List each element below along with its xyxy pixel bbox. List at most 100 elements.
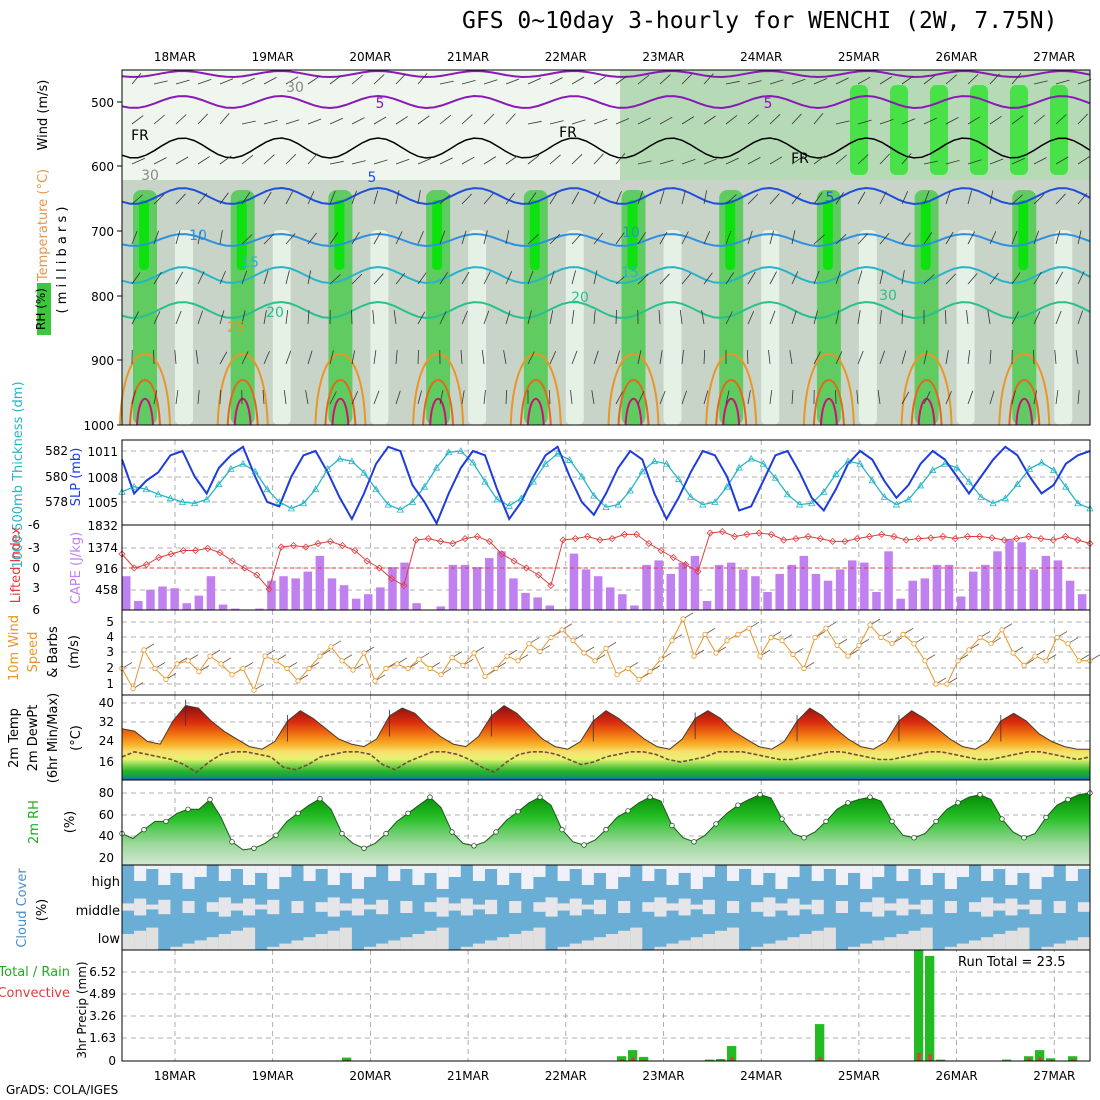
thickness-point <box>662 459 671 467</box>
rh-point <box>889 818 895 825</box>
legend-rh-swatch <box>37 283 51 335</box>
isotherm-35 <box>819 397 838 426</box>
thickness-point <box>578 472 586 480</box>
cloud-high <box>618 865 631 877</box>
wind-barb <box>768 350 771 365</box>
cloud-high <box>412 865 425 885</box>
cloud-low <box>860 943 873 950</box>
wind-barb <box>747 230 753 245</box>
rh-point <box>845 800 851 806</box>
wind-point <box>427 665 433 672</box>
li-point <box>780 536 788 544</box>
wind-barb <box>307 118 322 125</box>
run-total: Run Total = 23.5 <box>958 955 1066 970</box>
cape-bar <box>981 564 990 610</box>
li-point <box>179 546 187 555</box>
wind-barb <box>549 120 564 125</box>
wind-barb <box>307 350 313 365</box>
wind-barb <box>329 75 342 85</box>
cloud-middle <box>763 897 776 917</box>
wind-barb <box>593 191 601 205</box>
y-tick-label: 1832 <box>87 519 118 533</box>
panel-bg <box>122 440 1090 525</box>
wind-barb <box>989 231 997 245</box>
rh-point <box>581 842 587 848</box>
li-point <box>375 564 383 572</box>
wind-barb <box>307 309 310 325</box>
li-point <box>167 550 175 558</box>
thickness-point <box>336 454 344 462</box>
wind-barb <box>857 233 868 245</box>
thickness-point <box>916 481 925 489</box>
rain-bar <box>815 1024 825 1061</box>
cloud-high <box>1005 865 1018 885</box>
rh-dry-band <box>956 230 975 425</box>
wind-barb <box>945 231 954 245</box>
cape-bar <box>835 569 845 610</box>
li-point <box>326 537 334 545</box>
wind-barb <box>175 230 181 245</box>
rh-point <box>251 845 257 851</box>
thickness-point <box>311 485 320 493</box>
wind-barb <box>725 230 732 245</box>
cloud-middle <box>400 901 413 913</box>
wind-barb <box>747 390 751 405</box>
wind-barb <box>549 77 563 85</box>
cape-bar <box>896 598 905 610</box>
rh-upper-core <box>890 85 908 175</box>
wind-barb <box>703 349 706 365</box>
wind-barb <box>505 389 508 405</box>
wind-barb <box>417 230 424 245</box>
wind-point <box>702 631 708 638</box>
wind-barb <box>481 350 485 365</box>
li-point <box>216 549 224 557</box>
rh-point <box>603 826 609 833</box>
rh-dry-band <box>761 230 780 425</box>
wind-barb <box>175 114 187 125</box>
cape-bar <box>654 560 663 610</box>
rh-core <box>236 200 247 270</box>
isotherm-15 <box>121 265 1091 285</box>
cloud-low <box>811 930 824 950</box>
wind-barb <box>637 274 649 285</box>
thickness-point <box>808 499 816 507</box>
cape-bar <box>956 596 966 610</box>
cape-bar <box>521 592 530 610</box>
wind-point <box>691 653 697 659</box>
isotherm-label: 25 <box>227 320 245 336</box>
li-point <box>473 532 481 541</box>
cape-bar <box>170 588 179 610</box>
wind-barb <box>703 73 714 85</box>
cloud-middle <box>182 901 195 913</box>
rain-bar <box>342 1057 352 1061</box>
wind-barb <box>901 118 916 125</box>
li-point <box>130 564 138 572</box>
cape-bar <box>364 594 373 610</box>
wind-point <box>966 647 972 653</box>
y-tick-label: -3 <box>28 541 40 555</box>
cloud-middle <box>134 898 147 916</box>
isotherm-25 <box>607 352 660 426</box>
y-tick-label: 2 <box>106 661 114 675</box>
wind-barb <box>195 350 199 365</box>
left-axis-label3: & Barbs <box>46 626 61 678</box>
wind-barb <box>967 116 981 125</box>
wind-barb <box>351 117 365 125</box>
li-point <box>314 539 322 548</box>
li-point <box>853 535 861 543</box>
li-point <box>1037 535 1045 543</box>
isotherm-5 <box>121 94 1091 110</box>
wind-barb <box>879 76 893 85</box>
rh-point <box>559 826 565 833</box>
wind-barb <box>153 390 158 405</box>
y-tick-label: 580 <box>45 470 68 484</box>
wind-point <box>867 622 873 628</box>
wind-barb <box>769 114 781 125</box>
wind-barb <box>461 390 465 405</box>
cape-bar <box>255 608 264 610</box>
cloud-low <box>376 943 389 950</box>
rh-dry-band <box>663 230 682 425</box>
wind-barb <box>285 153 297 165</box>
cloud-high <box>908 865 921 869</box>
wind-point <box>493 665 499 672</box>
